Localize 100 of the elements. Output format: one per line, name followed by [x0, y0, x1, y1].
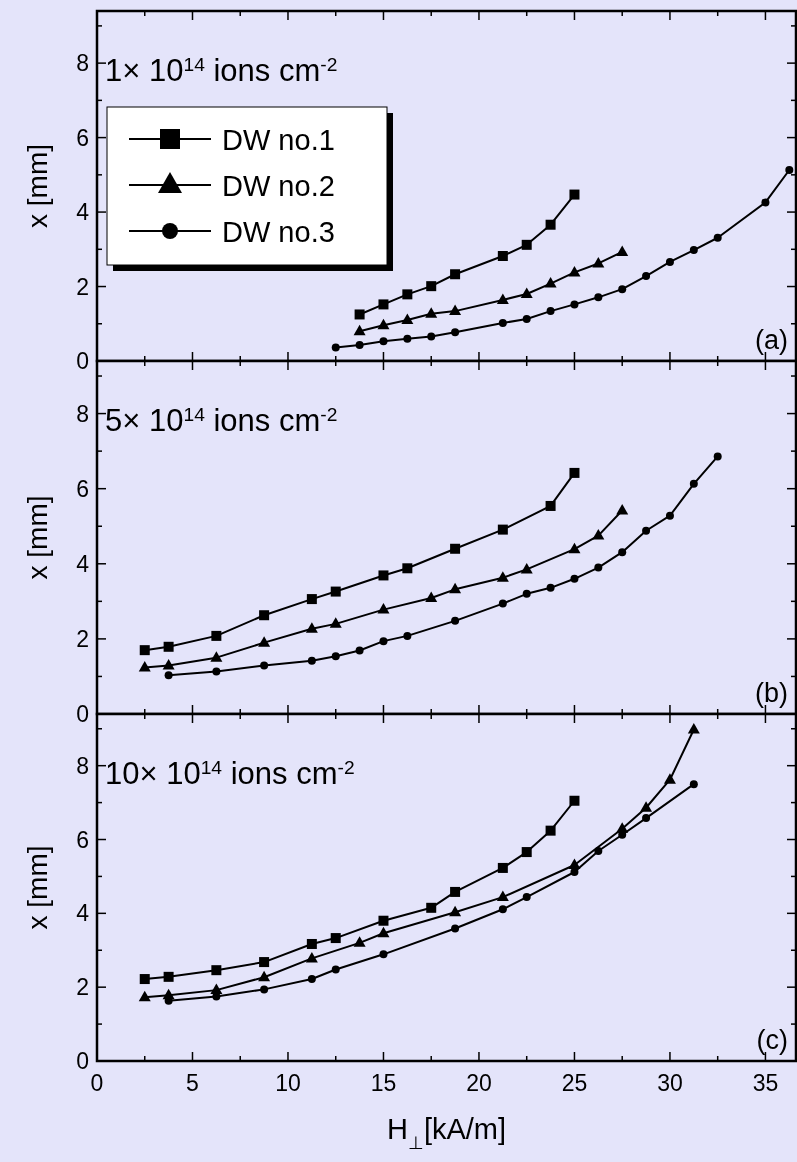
- point: [353, 936, 366, 947]
- y-tick-label: 4: [76, 900, 90, 927]
- point: [307, 656, 316, 665]
- point: [618, 285, 627, 294]
- point: [569, 189, 580, 200]
- point: [618, 548, 627, 557]
- point: [520, 562, 533, 574]
- point: [451, 616, 460, 625]
- point: [498, 319, 507, 328]
- point: [569, 467, 580, 478]
- y-tick-label: 4: [76, 550, 90, 577]
- point: [427, 332, 436, 341]
- point: [377, 318, 390, 330]
- point: [616, 503, 629, 515]
- y-tick-label: 6: [76, 826, 89, 853]
- y-tick-label: 0: [76, 348, 89, 374]
- point: [378, 915, 389, 926]
- point: [355, 646, 364, 655]
- point: [594, 563, 603, 572]
- point: [163, 641, 174, 652]
- point: [305, 622, 318, 633]
- point: [616, 245, 629, 256]
- point: [522, 893, 531, 902]
- point: [569, 795, 580, 806]
- point: [138, 660, 151, 672]
- point: [545, 825, 556, 836]
- point: [162, 659, 175, 670]
- point: [665, 511, 674, 520]
- point: [496, 571, 509, 582]
- point: [401, 313, 414, 325]
- point: [642, 526, 651, 535]
- y-axis-title: x [mm]: [22, 144, 53, 228]
- point: [307, 975, 316, 984]
- point: [379, 637, 388, 646]
- point: [450, 886, 461, 897]
- point: [640, 801, 653, 812]
- point: [330, 586, 341, 597]
- annotation: (c): [756, 1025, 788, 1055]
- point: [497, 251, 508, 261]
- x-tick-label: 10: [275, 1070, 301, 1096]
- annotation: (b): [755, 678, 788, 708]
- point: [451, 924, 460, 933]
- y-tick-label: 2: [76, 273, 89, 300]
- point: [594, 846, 603, 855]
- point: [260, 985, 269, 994]
- point: [713, 233, 722, 242]
- point: [379, 950, 388, 959]
- point: [353, 324, 366, 336]
- point: [522, 589, 531, 598]
- y-axis-title: x [mm]: [22, 495, 53, 580]
- point: [331, 965, 340, 974]
- legend-label: DW no.1: [222, 124, 335, 156]
- legend-label: DW no.3: [222, 216, 335, 248]
- x-tick-label: 20: [466, 1070, 492, 1096]
- point: [785, 165, 794, 174]
- point: [592, 529, 605, 540]
- point: [354, 309, 365, 320]
- point: [689, 780, 698, 789]
- point: [450, 269, 461, 280]
- point: [210, 651, 223, 662]
- point: [642, 272, 651, 281]
- text: 5× 10$^{14}$ ions cm$^{-2}$: [105, 403, 338, 438]
- point: [496, 293, 509, 304]
- y-tick-label: 2: [76, 974, 89, 1001]
- point: [546, 307, 555, 316]
- point: [403, 631, 412, 640]
- point: [544, 277, 557, 288]
- point: [211, 965, 222, 976]
- point: [331, 343, 340, 352]
- point: [260, 661, 269, 670]
- point: [164, 671, 173, 680]
- y-tick-label: 8: [76, 400, 89, 427]
- point: [689, 246, 698, 255]
- point: [306, 938, 317, 949]
- point: [663, 773, 676, 784]
- text: 10× 10$^{14}$ ions cm$^{-2}$: [105, 756, 355, 791]
- point: [522, 314, 531, 323]
- point: [450, 543, 461, 554]
- point: [139, 645, 150, 656]
- y-axis-title: x [mm]: [22, 845, 53, 930]
- point: [592, 256, 605, 268]
- point: [402, 563, 413, 574]
- point: [642, 814, 651, 823]
- y-tick-label: 6: [76, 475, 89, 502]
- point: [426, 281, 437, 292]
- y-tick-label: 8: [76, 50, 89, 77]
- point: [520, 287, 533, 298]
- y-tick-label: 0: [76, 701, 89, 727]
- y-tick-label: 2: [76, 625, 89, 652]
- point: [449, 905, 462, 917]
- annotation: (a): [755, 325, 788, 355]
- point: [568, 265, 581, 277]
- point: [449, 304, 462, 316]
- point: [377, 926, 390, 938]
- point: [331, 652, 340, 661]
- point: [426, 902, 437, 913]
- point: [402, 289, 413, 300]
- point: [570, 574, 579, 583]
- x-tick-label: 30: [657, 1070, 683, 1096]
- point: [521, 847, 532, 858]
